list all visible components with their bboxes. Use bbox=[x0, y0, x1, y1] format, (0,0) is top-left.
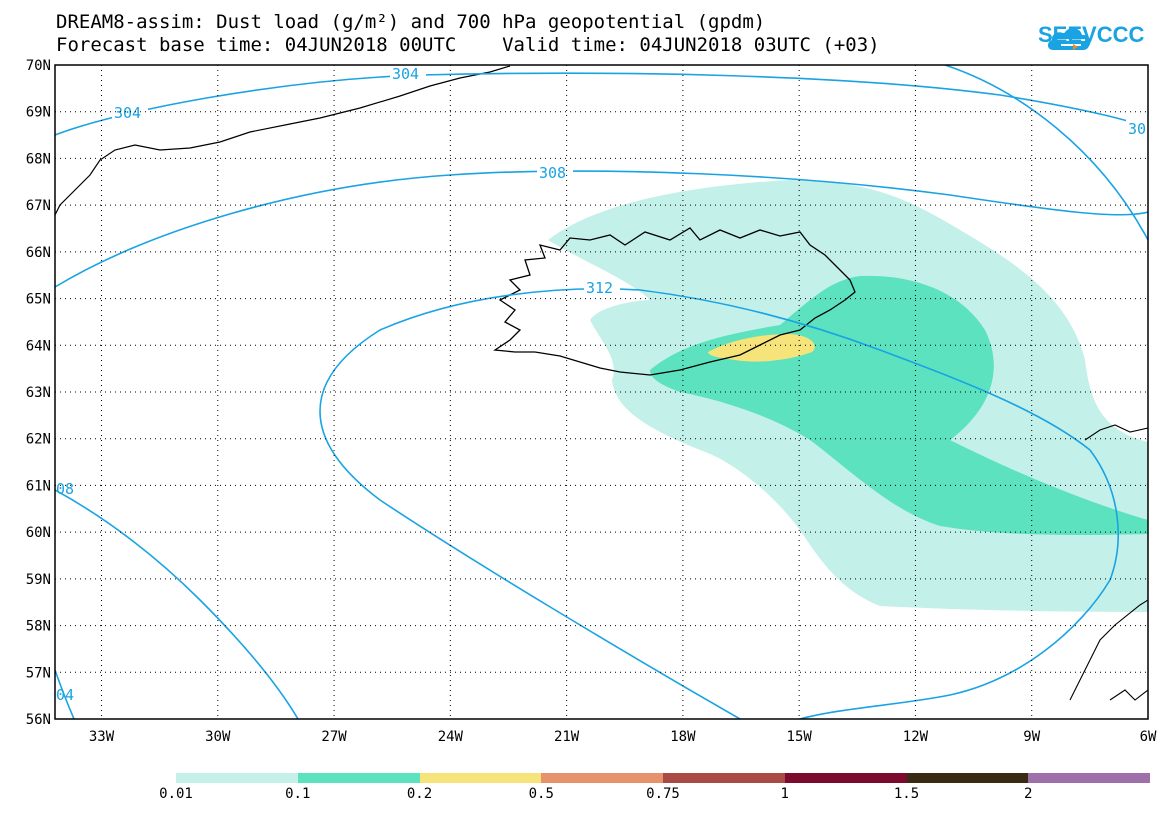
colorbar-label: 0.1 bbox=[285, 786, 311, 802]
forecast-time-subtitle: Forecast base time: 04JUN2018 00UTC Vali… bbox=[56, 34, 880, 56]
latitude-label: 61N bbox=[26, 478, 51, 494]
latitude-label: 59N bbox=[26, 572, 51, 588]
latitude-label: 56N bbox=[26, 712, 51, 728]
contour-label: 304 bbox=[114, 104, 141, 122]
longitude-label: 30W bbox=[205, 729, 231, 745]
contour-label: 08 bbox=[56, 480, 74, 498]
axis-labels: 70N 69N 68N 67N 66N 65N 64N 63N 62N 61N 60N 59N 58N 5… bbox=[26, 58, 1157, 745]
colorbar-swatch bbox=[906, 773, 1029, 783]
logo-text: SEEVCCC bbox=[1038, 22, 1145, 47]
contour-label: 304 bbox=[392, 65, 419, 83]
map-frame bbox=[54, 64, 1149, 720]
longitude-label: 9W bbox=[1023, 729, 1040, 745]
latitude-label: 64N bbox=[26, 338, 51, 354]
longitude-label: 6W bbox=[1140, 729, 1157, 745]
greenland-coastline bbox=[55, 65, 511, 216]
longitude-label: 21W bbox=[554, 729, 580, 745]
longitude-label: 18W bbox=[670, 729, 696, 745]
colorbar-label: 0.01 bbox=[159, 786, 193, 802]
contour-308 bbox=[55, 170, 1148, 288]
colorbar-swatch bbox=[419, 773, 542, 783]
latitude-label: 58N bbox=[26, 619, 51, 635]
contour-312 bbox=[319, 288, 1119, 719]
colorbar-swatch bbox=[297, 773, 420, 783]
colorbar-swatch bbox=[176, 773, 298, 783]
colorbar-label: 0.5 bbox=[528, 786, 554, 802]
longitude-label: 33W bbox=[89, 729, 115, 745]
colorbar-label: 0.75 bbox=[646, 786, 680, 802]
latitude-label: 65N bbox=[26, 292, 51, 308]
latitude-label: 68N bbox=[26, 151, 51, 167]
colorbar-label: 2 bbox=[1024, 786, 1033, 802]
contour-label: 04 bbox=[56, 686, 74, 704]
latitude-label: 63N bbox=[26, 385, 51, 401]
contour-label: 30 bbox=[1128, 120, 1146, 138]
latitude-label: 69N bbox=[26, 105, 51, 121]
latitude-label: 66N bbox=[26, 245, 51, 261]
longitude-label: 15W bbox=[787, 729, 813, 745]
contour-308-south bbox=[55, 489, 299, 719]
latitude-label: 60N bbox=[26, 525, 51, 541]
longitude-label: 27W bbox=[321, 729, 347, 745]
colorbar-label: 1 bbox=[780, 786, 789, 802]
colorbar bbox=[176, 773, 1150, 783]
norway-coastline bbox=[1069, 424, 1148, 701]
colorbar-swatch bbox=[541, 773, 663, 783]
contour-304-north bbox=[55, 72, 1148, 136]
contour-label: 308 bbox=[539, 164, 566, 182]
map-title: DREAM8-assim: Dust load (g/m²) and 700 h… bbox=[56, 11, 766, 33]
colorbar-swatch bbox=[1028, 773, 1150, 783]
longitude-label: 24W bbox=[438, 729, 464, 745]
dust-area-0.2 bbox=[708, 334, 815, 362]
latitude-label: 70N bbox=[26, 58, 51, 74]
colorbar-label: 1.5 bbox=[893, 786, 920, 802]
colorbar-label: 0.2 bbox=[406, 786, 433, 802]
latitude-label: 62N bbox=[26, 432, 51, 448]
latitude-label: 67N bbox=[26, 198, 51, 214]
colorbar-swatch bbox=[663, 773, 785, 783]
iceland-coastline bbox=[493, 227, 856, 376]
latitude-label: 57N bbox=[26, 665, 51, 681]
contour-label: 312 bbox=[586, 279, 613, 297]
contour-304-ne bbox=[944, 65, 1148, 241]
cloud-icon bbox=[1047, 28, 1091, 50]
graticule bbox=[55, 65, 1148, 719]
colorbar-swatch bbox=[784, 773, 907, 783]
longitude-label: 12W bbox=[903, 729, 929, 745]
contour-304-south bbox=[55, 669, 75, 719]
